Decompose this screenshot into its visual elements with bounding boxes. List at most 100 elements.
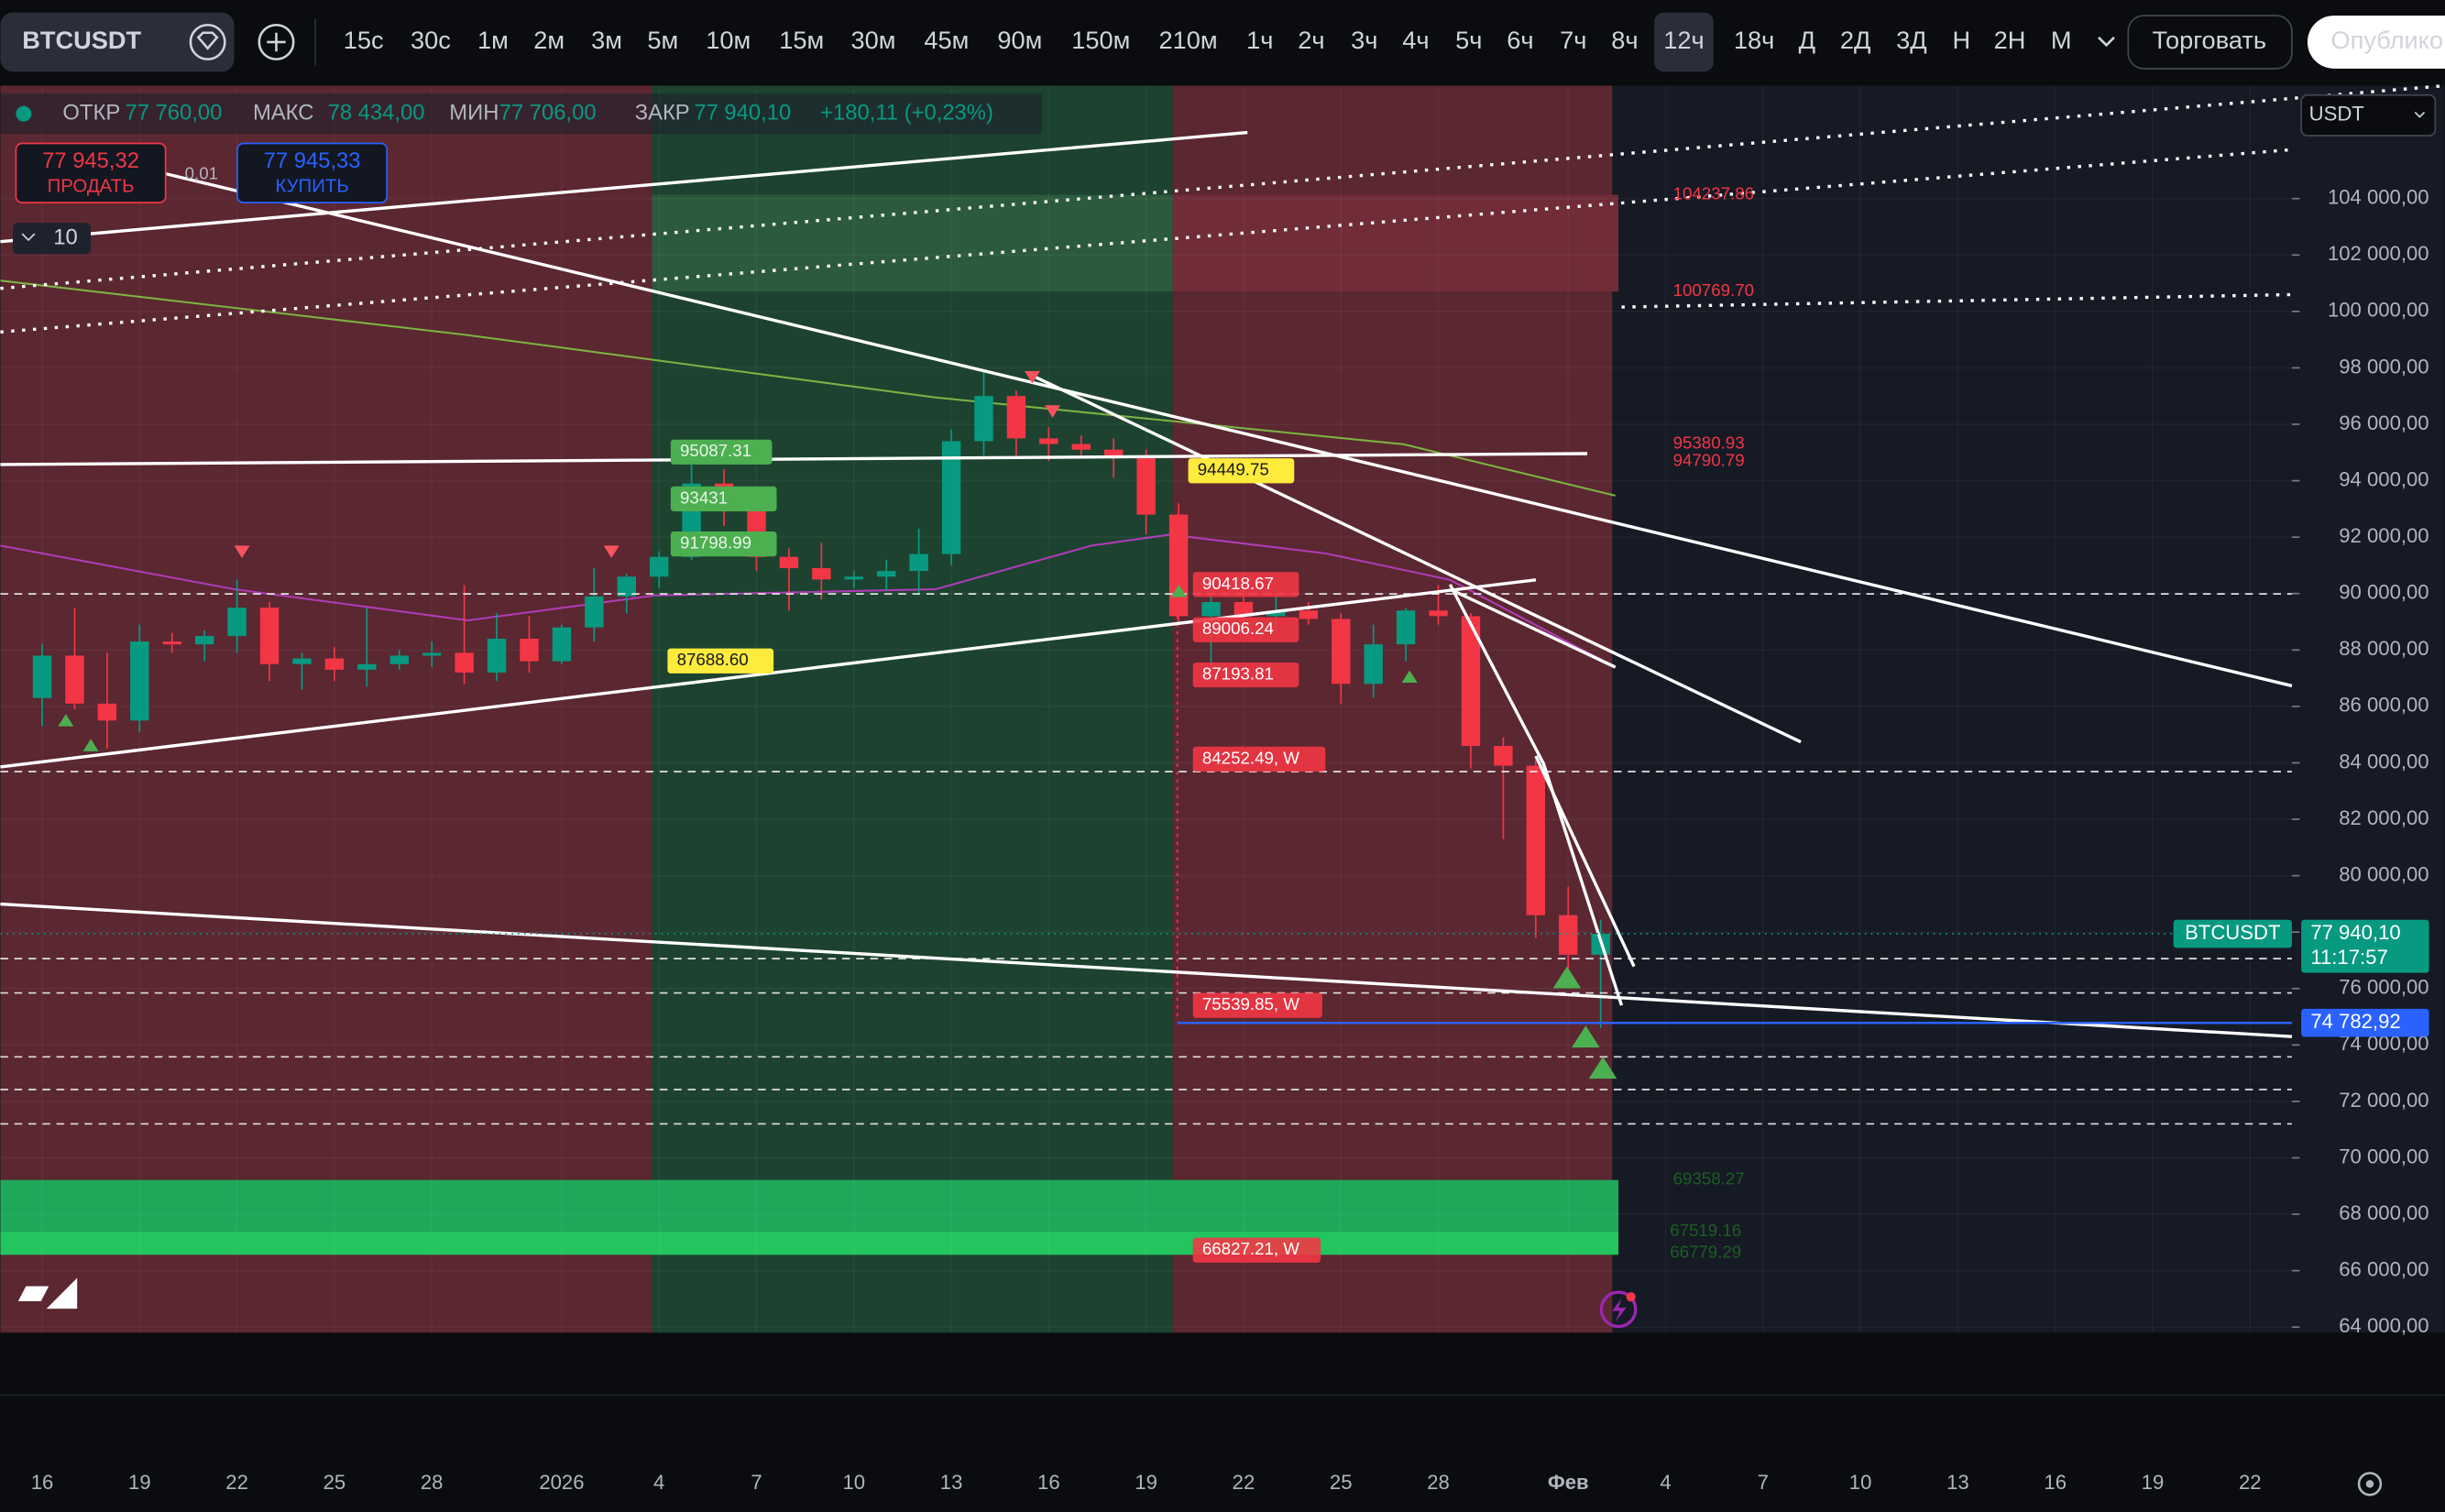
- interval[interactable]: 3Д: [1896, 26, 1927, 54]
- interval[interactable]: 2Д: [1840, 26, 1871, 54]
- y-tick-label: 92 000,00: [2339, 524, 2429, 547]
- symbol-box[interactable]: [0, 12, 235, 72]
- candle-body: [877, 571, 896, 577]
- candle-body: [162, 641, 181, 645]
- dotted-trendline: [0, 148, 2293, 334]
- sell-signal: [234, 545, 250, 558]
- interval[interactable]: 8ч: [1611, 26, 1638, 54]
- candle-body: [909, 553, 928, 572]
- interval[interactable]: 12ч: [1663, 26, 1704, 54]
- y-tick-label: 70 000,00: [2339, 1145, 2429, 1167]
- x-tick-label: 19: [1135, 1471, 1157, 1494]
- trade-button[interactable]: [2127, 15, 2293, 70]
- annotation: 95087.31: [680, 441, 751, 460]
- interval[interactable]: 3м: [591, 26, 622, 54]
- y-tick-label: 80 000,00: [2339, 862, 2429, 885]
- interval[interactable]: Н: [1952, 26, 1970, 54]
- interval[interactable]: 1ч: [1246, 26, 1273, 54]
- interval[interactable]: 7ч: [1560, 26, 1586, 54]
- candle-body: [292, 658, 312, 664]
- add-symbol[interactable]: [258, 23, 295, 60]
- buy-label[interactable]: КУПИТЬ: [275, 177, 348, 197]
- interval[interactable]: 15м: [779, 26, 824, 54]
- trendline: [156, 170, 2293, 688]
- support-zone: [0, 1179, 1619, 1232]
- interval[interactable]: 30с: [411, 26, 451, 54]
- trade-label[interactable]: Торговать: [2152, 26, 2266, 54]
- interval[interactable]: 150м: [1071, 26, 1130, 54]
- legend-low-label: МИН: [449, 100, 499, 125]
- interval[interactable]: 30м: [850, 26, 895, 54]
- buy-price[interactable]: 77 945,33: [264, 148, 361, 173]
- candle-body: [974, 396, 993, 442]
- quantity-box[interactable]: [13, 223, 92, 255]
- buy-button[interactable]: [236, 142, 389, 203]
- candle-body: [194, 635, 214, 645]
- annotation-box: [670, 486, 777, 511]
- x-tick-label: 22: [225, 1471, 248, 1494]
- buy-signal: [1552, 966, 1582, 989]
- trendline: [1534, 755, 1636, 968]
- quantity[interactable]: 10: [53, 225, 77, 250]
- x-tick-label: Фев: [1548, 1471, 1589, 1494]
- interval[interactable]: 2ч: [1298, 26, 1324, 54]
- annotation: 94790.79: [1673, 450, 1745, 469]
- interval[interactable]: 18ч: [1734, 26, 1774, 54]
- interval[interactable]: 2Н: [1994, 26, 2026, 54]
- x-tick-label: 10: [842, 1471, 865, 1494]
- interval[interactable]: 210м: [1159, 26, 1218, 54]
- interval[interactable]: 90м: [997, 26, 1042, 54]
- green-zone: [652, 85, 1173, 1333]
- annotation-box: [1192, 617, 1299, 642]
- y-tick-label: 86 000,00: [2339, 694, 2429, 717]
- x-tick-label: 4: [653, 1471, 664, 1494]
- interval[interactable]: 45м: [924, 26, 969, 54]
- interval[interactable]: 1м: [477, 26, 509, 54]
- x-tick-label: 28: [421, 1471, 444, 1494]
- sell-button[interactable]: [15, 142, 167, 203]
- symbol[interactable]: BTCUSDT: [22, 26, 141, 54]
- candle-body: [1104, 449, 1124, 455]
- interval[interactable]: 4ч: [1402, 26, 1429, 54]
- annotation: 104237.86: [1673, 184, 1754, 203]
- interval[interactable]: 15с: [344, 26, 384, 54]
- status-dot: [16, 105, 32, 122]
- annotation: 90418.67: [1202, 574, 1274, 593]
- interval[interactable]: М: [2051, 26, 2072, 54]
- sell-label[interactable]: ПРОДАТЬ: [48, 177, 135, 197]
- diamond-icon[interactable]: [189, 23, 226, 60]
- annotation-box: [1192, 572, 1299, 597]
- x-tick-label: 25: [323, 1471, 346, 1494]
- annotation-box: [1192, 992, 1322, 1018]
- interval[interactable]: 6ч: [1507, 26, 1533, 54]
- legend-high-label: МАКС: [253, 100, 313, 125]
- currency[interactable]: USDT: [2309, 103, 2364, 126]
- annotation-box: [1192, 746, 1326, 772]
- alert-icon[interactable]: [1599, 1290, 1638, 1329]
- legend-close: 77 940,10: [694, 100, 791, 125]
- candle-body: [1461, 616, 1481, 746]
- candle-body: [1233, 601, 1254, 617]
- currency-select[interactable]: [2300, 93, 2437, 137]
- interval[interactable]: 10м: [706, 26, 751, 54]
- annotation-box: [1188, 458, 1295, 484]
- interval[interactable]: Д: [1799, 26, 1815, 54]
- settings-icon[interactable]: [2357, 1472, 2383, 1496]
- x-tick-label: 10: [1849, 1471, 1872, 1494]
- interval[interactable]: 3ч: [1351, 26, 1377, 54]
- candle-body: [357, 663, 377, 670]
- active-interval-bg: [1654, 12, 1714, 72]
- publish-button[interactable]: [2307, 16, 2445, 69]
- annotation: 66827.21, W: [1202, 1239, 1299, 1258]
- sell-price[interactable]: 77 945,32: [42, 148, 139, 173]
- x-tick-label: 16: [2044, 1471, 2067, 1494]
- candle-body: [1266, 610, 1286, 617]
- candle-body: [844, 576, 863, 580]
- candle-body: [1136, 455, 1156, 515]
- more-intervals[interactable]: [2098, 36, 2115, 48]
- interval[interactable]: 2м: [533, 26, 565, 54]
- buy-signal: [82, 739, 99, 751]
- interval[interactable]: 5ч: [1455, 26, 1482, 54]
- interval[interactable]: 5м: [647, 26, 678, 54]
- publish-label[interactable]: Опублико: [2330, 26, 2443, 54]
